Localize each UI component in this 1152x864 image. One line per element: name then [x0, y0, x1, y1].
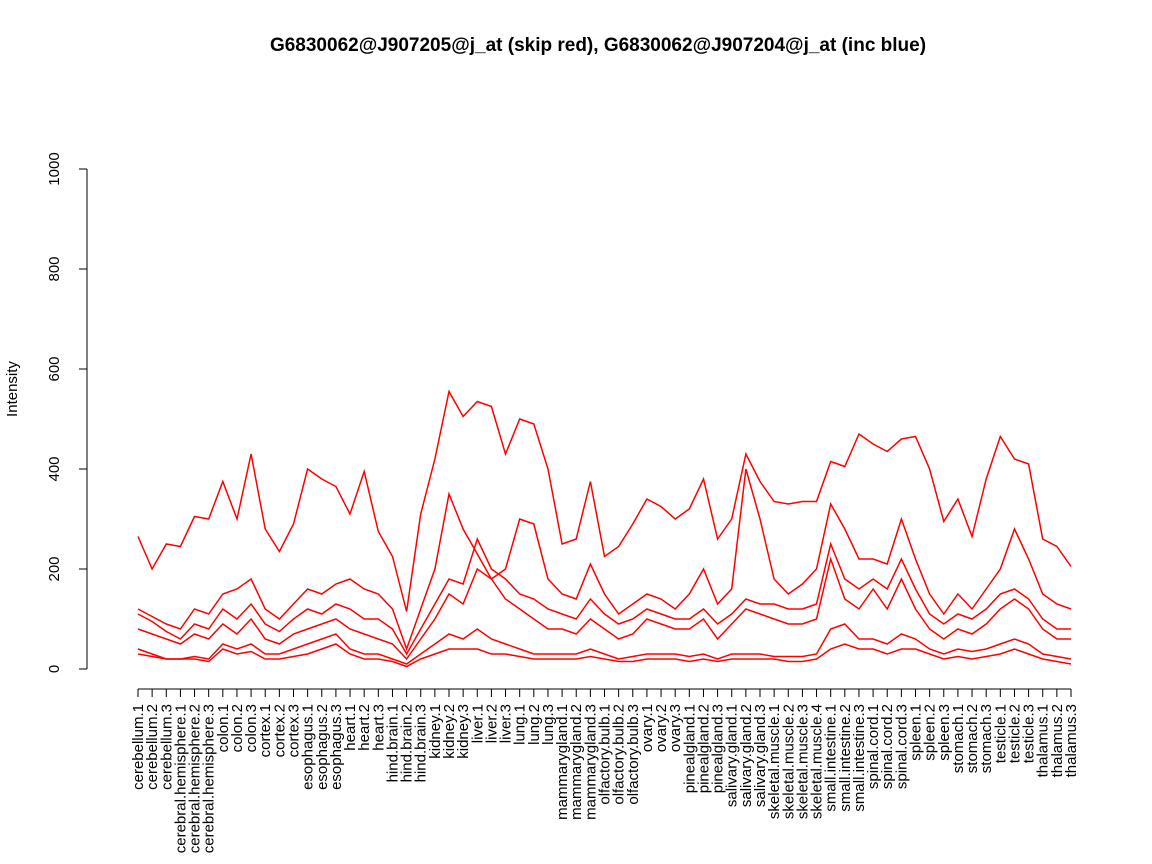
x-tick-label-17: heart.3: [370, 704, 387, 751]
x-tick-label-34: olfactory.bulb.2: [611, 704, 628, 805]
x-tick-label-44: salivary.gland.3: [752, 704, 769, 807]
x-tick-label-5: cerebral.hemisphere.3: [201, 704, 218, 853]
x-tick-label-58: stomach.1: [950, 704, 967, 773]
x-tick-label-53: spinal.cord.2: [879, 704, 896, 789]
x-tick-label-45: skeletal.muscle.1: [766, 704, 783, 819]
x-tick-label-35: olfactory.bulb.3: [625, 704, 642, 805]
x-tick-label-66: thalamus.3: [1063, 704, 1080, 777]
x-tick-label-1: cerebellum.2: [144, 704, 161, 790]
x-tick-label-25: liver.2: [483, 704, 500, 743]
series-line-skip-0: [137, 389, 1072, 612]
y-tick-label-3: 600: [46, 356, 63, 381]
x-tick-label-3: cerebral.hemisphere.1: [172, 704, 189, 853]
x-tick-label-29: lung.3: [540, 704, 557, 745]
x-tick-label-10: cortex.2: [271, 704, 288, 757]
x-tick-label-26: liver.3: [498, 704, 515, 743]
x-tick-label-36: ovary.1: [639, 704, 656, 752]
x-tick-label-14: esophagus.3: [328, 704, 345, 790]
y-ticks: 0 200 400 600 800 1000: [46, 152, 87, 673]
x-tick-label-15: heart.1: [342, 704, 359, 751]
x-tick-label-9: cortex.1: [257, 704, 274, 757]
x-tick-label-62: testicle.2: [1006, 704, 1023, 763]
x-tick-label-43: salivary.gland.2: [738, 704, 755, 807]
x-tick-label-51: small.intestine.3: [851, 704, 868, 812]
x-tick-label-21: kidney.1: [427, 704, 444, 759]
x-tick-label-65: thalamus.2: [1049, 704, 1066, 777]
x-tick-label-47: skeletal.muscle.3: [794, 704, 811, 819]
x-tick-label-39: pinealgland.1: [681, 704, 698, 793]
x-tick-label-48: skeletal.muscle.4: [809, 704, 826, 819]
x-tick-label-18: hind.brain.1: [384, 704, 401, 782]
y-tick-label-0: 0: [46, 665, 63, 673]
series-line-skip-1: [137, 468, 1072, 652]
x-tick-label-50: small.intestine.2: [837, 704, 854, 812]
x-tick-label-2: cerebellum.3: [158, 704, 175, 790]
x-tick-label-8: colon.3: [243, 704, 260, 752]
x-tick-label-4: cerebral.hemisphere.2: [187, 704, 204, 853]
x-tick-label-38: ovary.3: [667, 704, 684, 752]
y-tick-label-4: 800: [46, 256, 63, 281]
x-ticks: cerebellum.1cerebellum.2cerebellum.3cere…: [130, 689, 1080, 853]
x-tick-label-42: salivary.gland.1: [724, 704, 741, 807]
x-tick-label-6: colon.1: [215, 704, 232, 752]
x-tick-label-12: esophagus.1: [300, 704, 317, 790]
series-line-skip-2: [137, 556, 1071, 661]
x-tick-label-7: colon.2: [229, 704, 246, 752]
x-tick-label-28: lung.2: [526, 704, 543, 745]
x-tick-label-60: stomach.3: [978, 704, 995, 773]
x-tick-label-27: lung.1: [512, 704, 529, 745]
x-tick-label-0: cerebellum.1: [130, 704, 147, 790]
x-tick-label-61: testicle.1: [992, 704, 1009, 763]
x-tick-label-22: kidney.2: [441, 704, 458, 759]
x-tick-label-57: spleen.3: [936, 704, 953, 761]
x-tick-label-32: mammarygland.3: [582, 704, 599, 820]
chart-title: G6830062@J907205@j_at (skip red), G68300…: [270, 35, 926, 56]
x-tick-label-54: spinal.cord.3: [893, 704, 910, 789]
x-tick-label-63: testicle.3: [1021, 704, 1038, 763]
x-tick-label-19: hind.brain.2: [399, 704, 416, 782]
x-tick-label-55: spleen.1: [908, 704, 925, 761]
x-tick-label-49: small.intestine.1: [823, 704, 840, 812]
x-tick-label-11: cortex.3: [286, 704, 303, 757]
x-tick-label-52: spinal.cord.1: [865, 704, 882, 789]
series-line-skip-4: [137, 643, 1072, 668]
x-tick-label-24: liver.1: [469, 704, 486, 743]
x-tick-label-23: kidney.3: [455, 704, 472, 759]
x-tick-label-31: mammarygland.2: [568, 704, 585, 820]
x-tick-label-56: spleen.2: [922, 704, 939, 761]
x-tick-label-40: pinealgland.2: [695, 704, 712, 793]
plot-lines: [137, 389, 1072, 668]
x-tick-label-59: stomach.2: [964, 704, 981, 773]
y-tick-label-5: 1000: [46, 152, 63, 185]
x-tick-label-20: hind.brain.3: [413, 704, 430, 782]
x-tick-label-64: thalamus.1: [1035, 704, 1052, 777]
x-tick-label-33: olfactory.bulb.1: [597, 704, 614, 805]
series-line-skip-3: [137, 623, 1072, 665]
x-tick-label-13: esophagus.2: [314, 704, 331, 790]
y-axis-label: Intensity: [4, 361, 21, 417]
x-tick-label-30: mammarygland.1: [554, 704, 571, 820]
y-tick-label-2: 400: [46, 456, 63, 481]
x-tick-label-41: pinealgland.3: [710, 704, 727, 793]
x-tick-label-46: skeletal.muscle.2: [780, 704, 797, 819]
y-tick-label-1: 200: [46, 556, 63, 581]
x-tick-label-37: ovary.2: [653, 704, 670, 752]
x-tick-label-16: heart.2: [356, 704, 373, 751]
series-line-skip-5: [137, 536, 1071, 656]
